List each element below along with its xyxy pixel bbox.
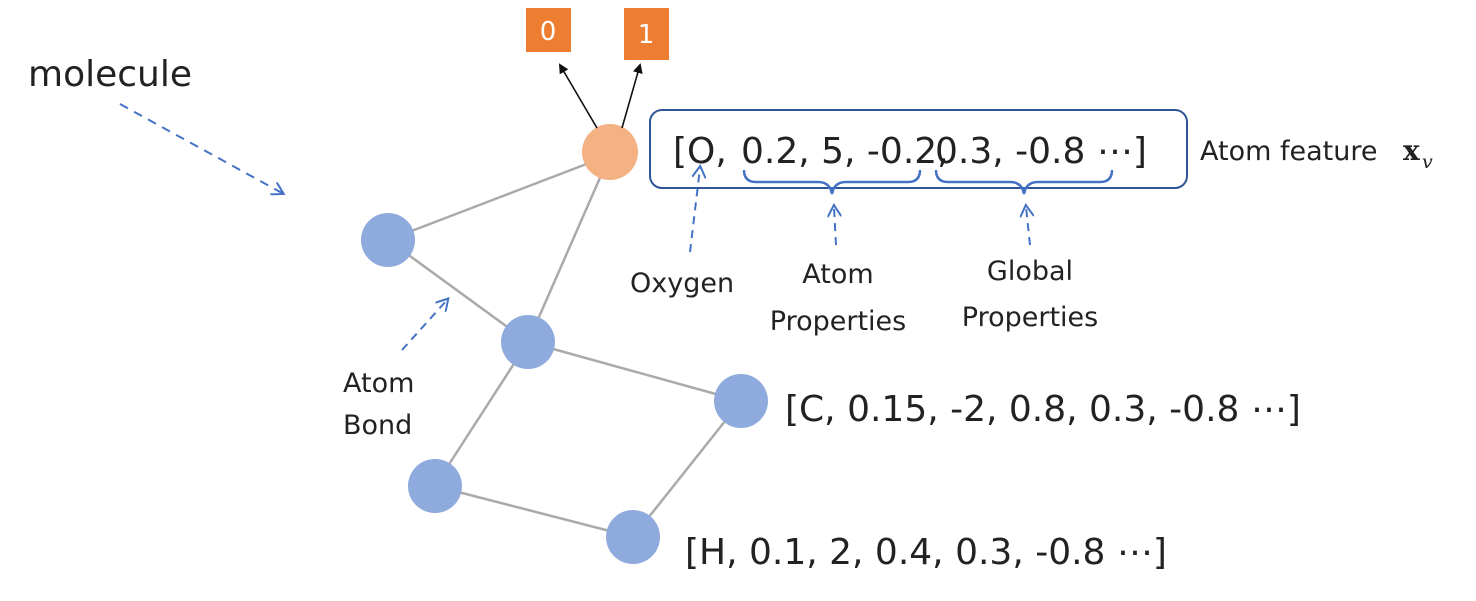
bond-o-a1 xyxy=(387,153,611,242)
atom-properties-annotation-arrow xyxy=(834,207,836,246)
atom-properties-label-line2: Properties xyxy=(770,306,906,337)
global-properties-brace xyxy=(934,169,1114,195)
global-properties-label-line2: Properties xyxy=(962,302,1098,333)
feature-vector-carbon: [C, 0.15, -2, 0.8, 0.3, -0.8 ⋯] xyxy=(785,389,1301,430)
bond-c-h xyxy=(632,400,742,538)
bonds xyxy=(387,153,742,539)
atom-feature-label: Atom feature xyxy=(1200,136,1377,167)
atom-properties-label-line1: Atom xyxy=(802,259,873,290)
global-properties-annotation-arrow xyxy=(1026,207,1030,246)
output-label-1: 1 xyxy=(638,20,655,50)
atom-feature-subscript: v xyxy=(1422,151,1433,173)
global-properties-label-line1: Global xyxy=(987,256,1073,287)
output-arrow-1 xyxy=(621,63,643,129)
molecule-pointer-arrow xyxy=(119,103,282,193)
atom-bond-label-line2: Bond xyxy=(343,410,412,441)
oxygen-annotation-label: Oxygen xyxy=(630,268,734,299)
atom-node-oxygen xyxy=(582,124,638,180)
output-label-0: 0 xyxy=(540,17,557,47)
feature-vector-oxygen-global-props: 0.3, -0.8 ⋯] xyxy=(935,131,1147,172)
bond-a3-h xyxy=(434,484,634,539)
atom-properties-brace xyxy=(742,169,922,195)
bond-a2-c xyxy=(527,340,742,403)
bond-o-a2 xyxy=(526,154,612,343)
bond-a2-a3 xyxy=(433,341,530,487)
output-arrow-0 xyxy=(558,63,598,129)
atom-node-carbon xyxy=(714,374,768,428)
atom-node xyxy=(501,315,555,369)
atom-node-hydrogen xyxy=(606,510,660,564)
atom-node xyxy=(361,213,415,267)
molecule-label: molecule xyxy=(28,54,192,95)
bond-annotation-arrow xyxy=(401,300,447,351)
bond-a1-a2 xyxy=(387,238,529,344)
output-box-1 xyxy=(624,8,669,60)
atom-bond-label-line1: Atom xyxy=(343,368,414,399)
oxygen-annotation-arrow xyxy=(689,168,700,253)
feature-vector-hydrogen: [H, 0.1, 2, 0.4, 0.3, -0.8 ⋯] xyxy=(685,532,1167,573)
atom-feature-symbol: x xyxy=(1403,134,1420,167)
feature-vector-oxygen-atom-props: 0.2, 5, -0.2, xyxy=(741,131,949,172)
feature-vector-oxygen-open: [O, xyxy=(673,131,727,172)
atom-feature-box xyxy=(649,109,1188,189)
atom-node xyxy=(408,459,462,513)
output-box-0 xyxy=(526,8,571,52)
